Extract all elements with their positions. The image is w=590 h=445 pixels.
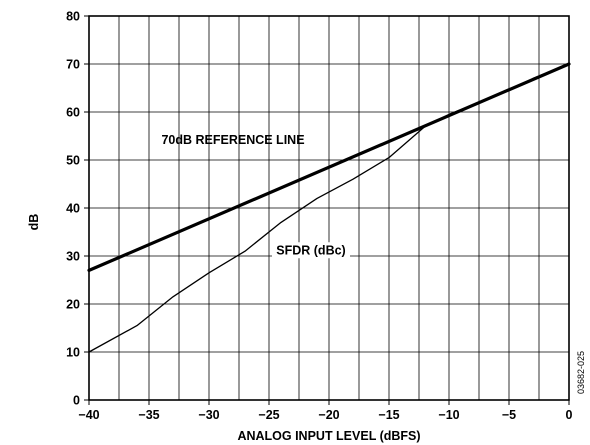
reference-line-label: 70dB REFERENCE LINE [161, 133, 304, 147]
y-tick-label: 20 [66, 298, 80, 312]
x-tick-label: −35 [138, 408, 159, 422]
y-tick-label: 50 [66, 154, 80, 168]
x-axis-title: ANALOG INPUT LEVEL (dBFS) [237, 429, 420, 443]
y-tick-label: 70 [66, 58, 80, 72]
tick-labels: −40 −35 −30 −25 −20 −15 −10 −5 0 0 10 20 30 40 50 60 70 8… [66, 10, 572, 423]
x-tick-label: −40 [78, 408, 99, 422]
x-tick-label: 0 [566, 408, 573, 422]
sfdr-series-label: SFDR (dBc) [276, 244, 345, 258]
y-tick-label: 0 [73, 394, 80, 408]
sfdr-label-group: SFDR (dBc) [272, 242, 350, 259]
series-layer [87, 62, 571, 353]
y-tick-label: 60 [66, 106, 80, 120]
sfdr-label-background [272, 242, 350, 259]
x-tick-label: −20 [318, 408, 339, 422]
y-tick-label: 10 [66, 346, 80, 360]
x-tick-label: −25 [258, 408, 279, 422]
y-tick-label: 30 [66, 250, 80, 264]
x-tick-label: −15 [378, 408, 399, 422]
y-tick-label: 80 [66, 10, 80, 24]
x-tick-label: −5 [502, 408, 516, 422]
grid [88, 15, 570, 401]
figure-code: 03682-025 [576, 351, 586, 394]
x-tick-label: −30 [198, 408, 219, 422]
y-tick-label: 40 [66, 202, 80, 216]
x-tick-label: −10 [438, 408, 459, 422]
y-axis-title: dB [27, 214, 41, 231]
sfdr-line [88, 63, 570, 353]
